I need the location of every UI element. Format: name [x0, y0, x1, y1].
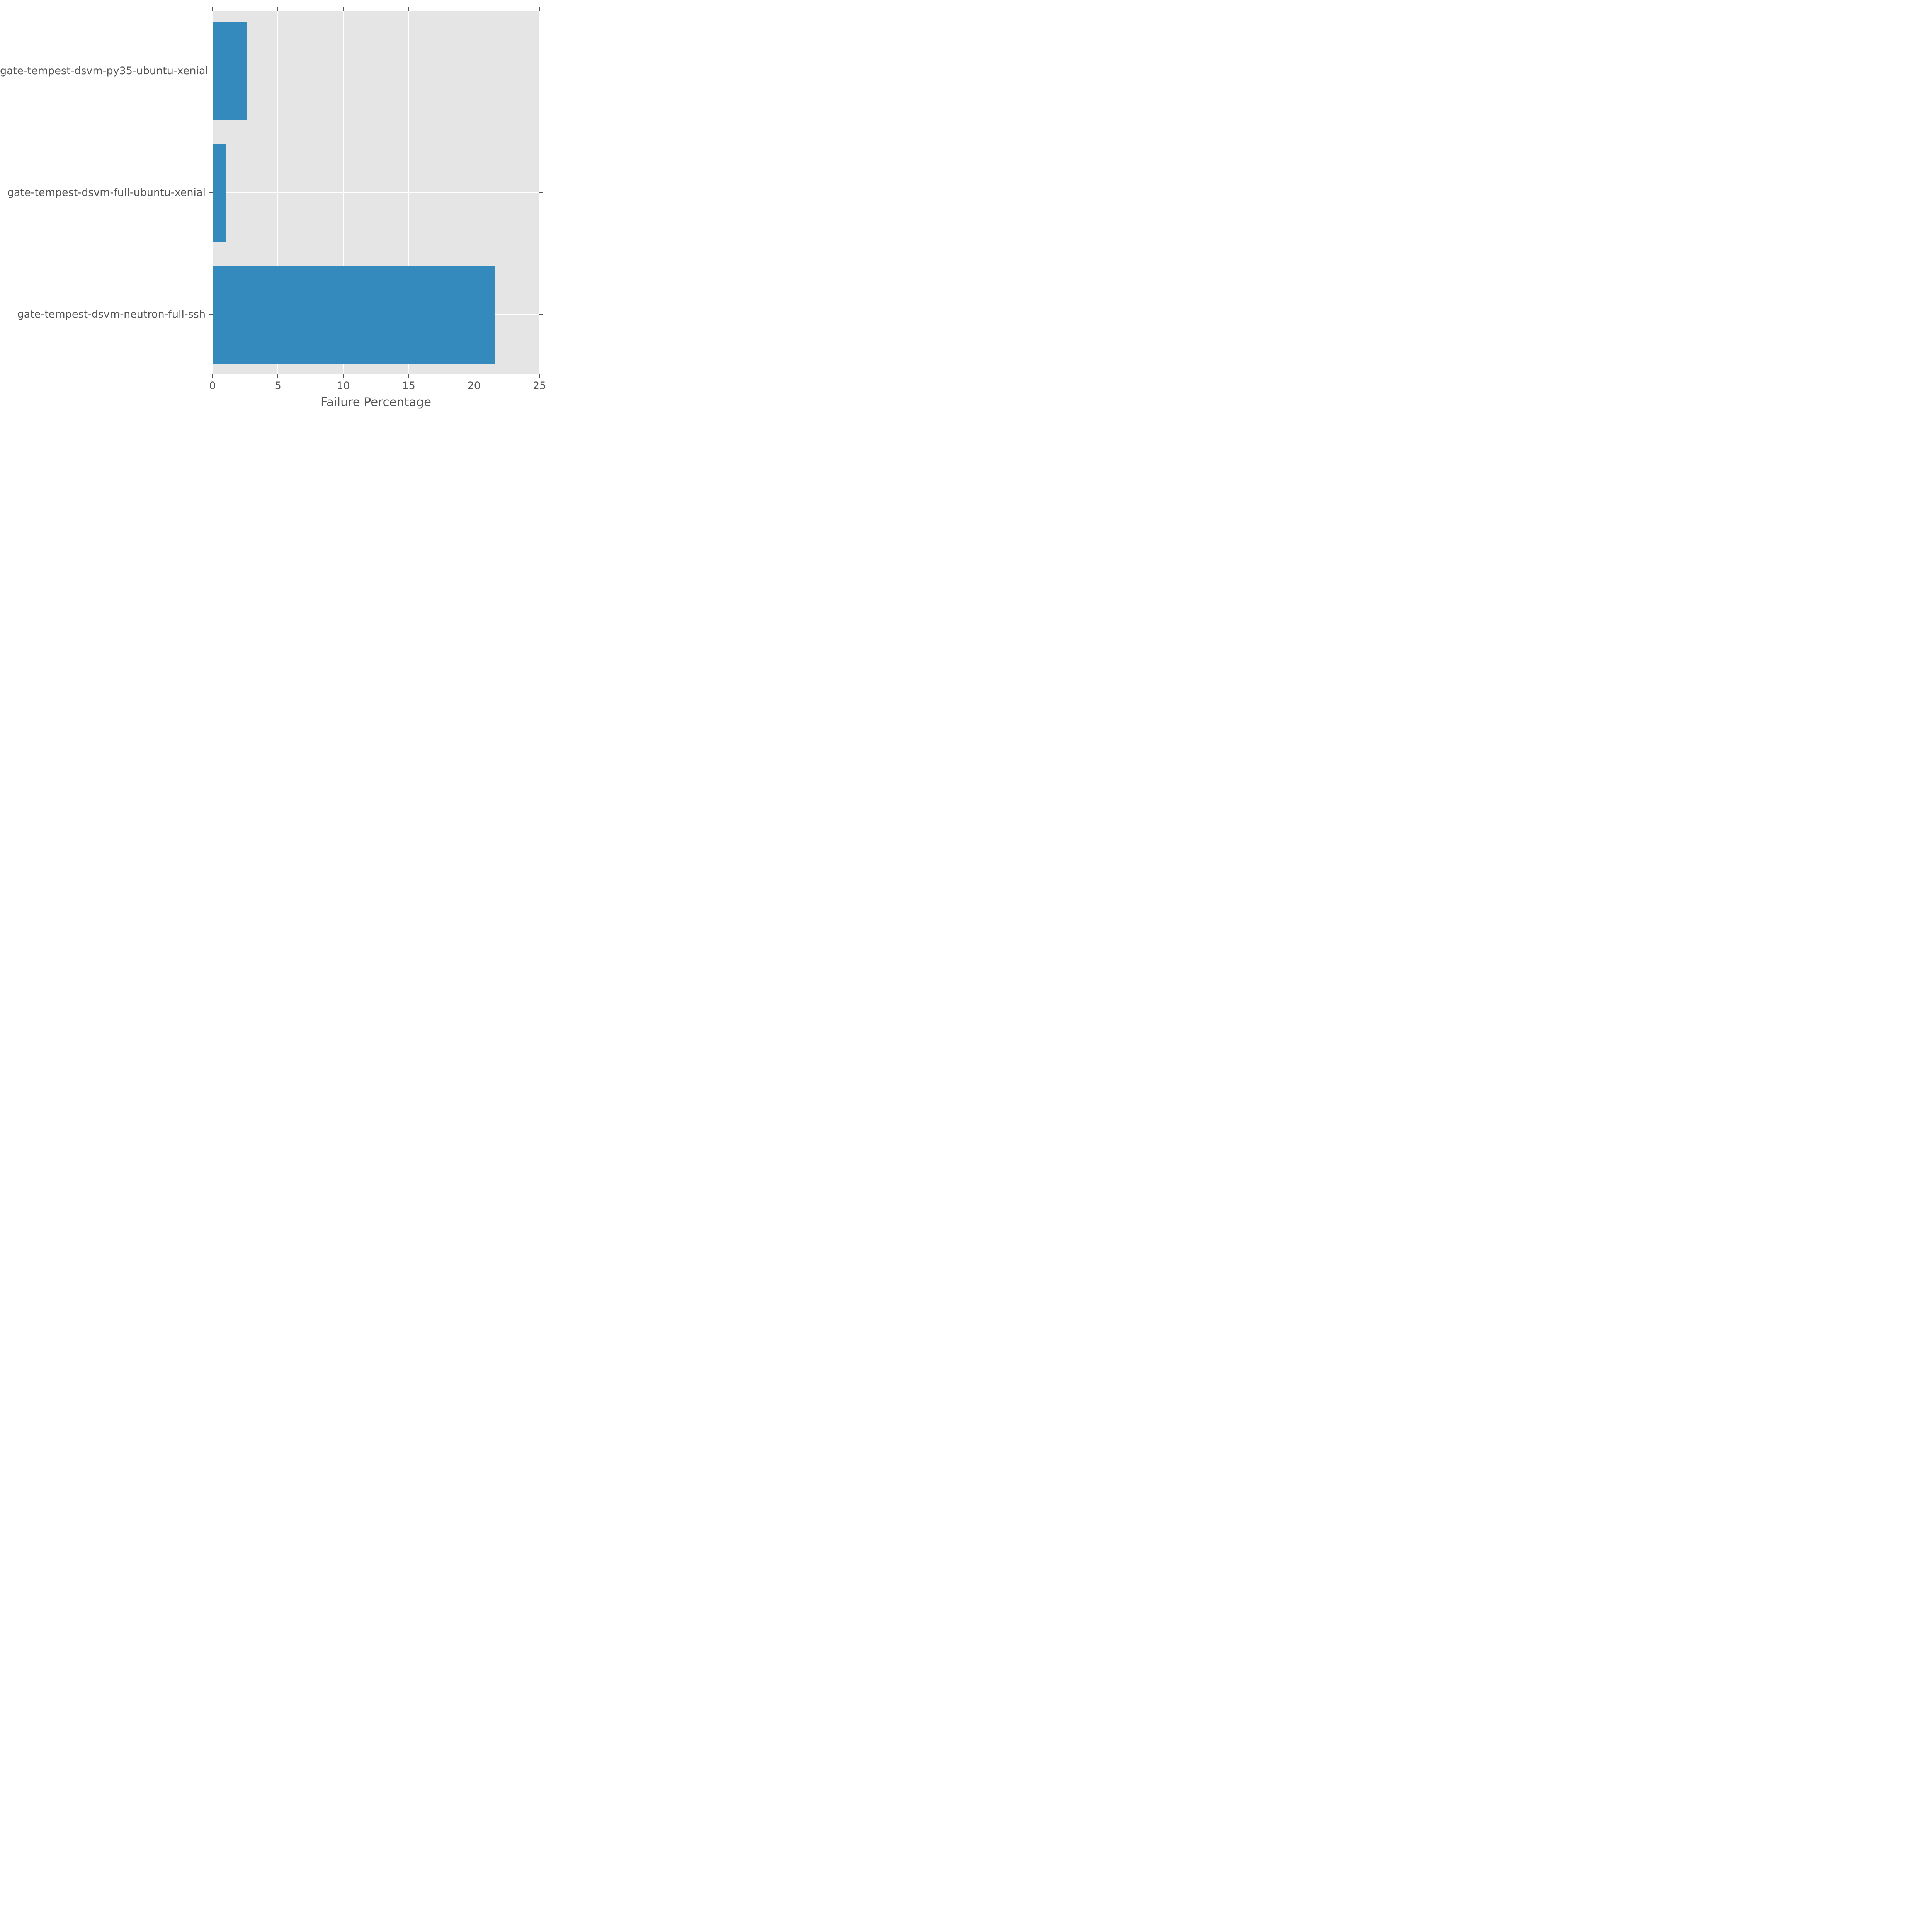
x-tick-label: 5	[274, 380, 281, 392]
bar	[213, 265, 495, 364]
x-tick-bottom	[408, 374, 409, 378]
y-tick-label: gate-tempest-dsvm-neutron-full-ssh	[17, 308, 206, 321]
y-tick-left	[209, 192, 213, 194]
x-tick-label: 15	[402, 380, 415, 392]
x-tick-label: 20	[467, 380, 481, 392]
y-tick-left	[209, 314, 213, 315]
y-gridline	[213, 192, 539, 194]
y-tick-right	[539, 314, 543, 315]
x-tick-bottom	[343, 374, 344, 378]
x-gridline	[343, 11, 344, 374]
x-tick-top	[539, 7, 540, 11]
bar	[213, 144, 226, 242]
x-tick-top	[212, 7, 213, 11]
x-tick-top	[408, 7, 409, 11]
x-tick-label: 10	[337, 380, 350, 392]
bar	[213, 22, 247, 120]
plot-area	[213, 11, 539, 374]
x-tick-bottom	[212, 374, 213, 378]
y-tick-label: gate-tempest-dsvm-py35-ubuntu-xenial	[0, 65, 209, 77]
x-tick-label: 25	[532, 380, 546, 392]
x-axis-label: Failure Percentage	[320, 395, 432, 409]
y-tick-label: gate-tempest-dsvm-full-ubuntu-xenial	[7, 187, 206, 199]
x-gridline	[277, 11, 279, 374]
x-tick-bottom	[539, 374, 540, 378]
x-gridline	[408, 11, 409, 374]
x-tick-top	[343, 7, 344, 11]
x-tick-bottom	[277, 374, 279, 378]
figure: Failure Percentage 0 5 10 15 20 25 gate-tempes…	[0, 0, 556, 417]
y-tick-right	[539, 192, 543, 194]
x-tick-label: 0	[209, 380, 216, 392]
x-tick-top	[277, 7, 279, 11]
